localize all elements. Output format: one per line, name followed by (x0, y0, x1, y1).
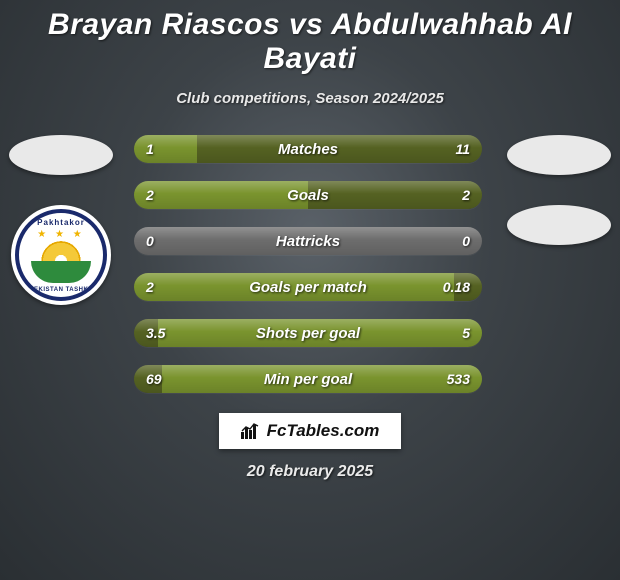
left-club-badge: Pakhtakor ★ ★ ★ UZBEKISTAN TASHKENT (11, 205, 111, 305)
stat-bar-left-seg (134, 181, 308, 209)
main-row: Pakhtakor ★ ★ ★ UZBEKISTAN TASHKENT Matc… (0, 135, 620, 393)
brand-text: FcTables.com (267, 421, 380, 441)
subtitle: Club competitions, Season 2024/2025 (0, 90, 620, 107)
stat-bar: Shots per goal3.55 (134, 319, 482, 347)
stat-bar-right-seg (308, 181, 482, 209)
stat-bar-left-seg (134, 365, 162, 393)
badge-top-text: Pakhtakor (19, 218, 103, 227)
comparison-infographic: Brayan Riascos vs Abdulwahhab Al Bayati … (0, 0, 620, 580)
stat-bar: Min per goal69533 (134, 365, 482, 393)
brand-bars-icon (241, 423, 261, 439)
stat-bar-left-seg (134, 227, 482, 255)
stat-bar: Goals per match20.18 (134, 273, 482, 301)
right-player-photo (507, 135, 611, 175)
left-player-column: Pakhtakor ★ ★ ★ UZBEKISTAN TASHKENT (6, 135, 116, 305)
brand-box: FcTables.com (219, 413, 402, 449)
badge-bottom-text: UZBEKISTAN TASHKENT (19, 287, 103, 293)
stat-bar-left-seg (134, 135, 197, 163)
stat-bar-left-seg (134, 273, 454, 301)
page-title: Brayan Riascos vs Abdulwahhab Al Bayati (0, 8, 620, 76)
stat-bar-right-seg (197, 135, 482, 163)
stat-bar-left-seg (134, 319, 158, 347)
stat-bar-right-seg (158, 319, 482, 347)
date-text: 20 february 2025 (247, 463, 373, 481)
stat-bar: Goals22 (134, 181, 482, 209)
stat-bar-right-seg (454, 273, 482, 301)
right-player-column (504, 135, 614, 245)
footer: FcTables.com 20 february 2025 (0, 413, 620, 481)
right-club-badge (507, 205, 611, 245)
stat-bar: Hattricks00 (134, 227, 482, 255)
stat-bar-right-seg (162, 365, 482, 393)
left-player-photo (9, 135, 113, 175)
pakhtakor-badge-icon: Pakhtakor ★ ★ ★ UZBEKISTAN TASHKENT (15, 209, 107, 301)
stat-bars: Matches111 Goals22 Hattricks00 Goals per ma… (116, 135, 504, 393)
badge-stars-icon: ★ ★ ★ (19, 229, 103, 240)
badge-field-icon (31, 261, 91, 283)
stat-bar: Matches111 (134, 135, 482, 163)
